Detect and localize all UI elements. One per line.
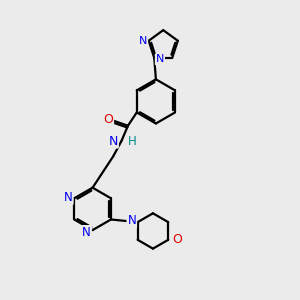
Text: H: H	[128, 134, 137, 148]
Text: N: N	[82, 226, 91, 239]
Text: N: N	[109, 134, 118, 148]
Text: N: N	[128, 214, 136, 227]
Text: N: N	[156, 54, 164, 64]
Text: N: N	[64, 191, 73, 204]
Text: N: N	[139, 36, 147, 46]
Text: O: O	[103, 113, 113, 126]
Text: O: O	[172, 233, 182, 246]
